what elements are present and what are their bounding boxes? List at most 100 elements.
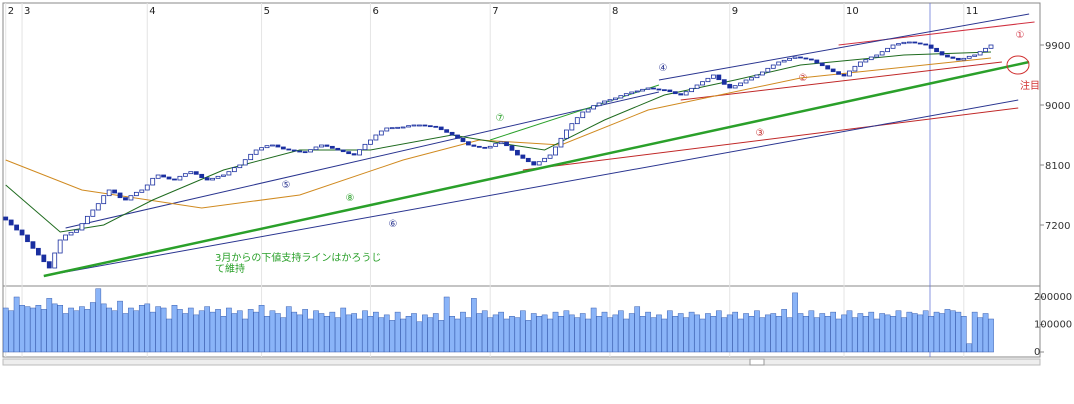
candle-body [857, 61, 863, 67]
candle-body [667, 89, 673, 93]
volume-bar [422, 314, 428, 353]
x-tick-label: 7 [492, 6, 498, 17]
candle-body [493, 143, 499, 147]
chart-frame [2, 2, 1041, 358]
volume-bar [296, 314, 303, 353]
candle-body [291, 149, 297, 152]
volume-bar [699, 318, 706, 353]
volume-bar [389, 320, 396, 353]
candle-body [536, 161, 542, 166]
volume-bar [454, 318, 461, 353]
candle-body [585, 108, 591, 113]
volume-bar [79, 306, 85, 353]
annotation: 3月からの下値支持ラインはかろうじ [215, 251, 381, 264]
candle-body [368, 139, 373, 145]
volume-bar [492, 314, 499, 353]
volume-bar [623, 318, 630, 353]
candle-body [389, 127, 395, 130]
trend-label: ⑥ [389, 219, 398, 230]
volume-bar [835, 318, 842, 353]
trend-line [680, 61, 1002, 101]
volume-bar [879, 313, 885, 353]
y-tick-label: 0 [1034, 347, 1040, 358]
volume-bar [563, 310, 570, 353]
candle-body [934, 47, 939, 53]
candle-body [618, 95, 624, 99]
volume-bar [285, 306, 292, 353]
candle-body [808, 58, 814, 61]
volume-bar [677, 313, 684, 353]
volume-bar [324, 316, 330, 353]
candle-body [449, 131, 455, 136]
volume-bar [275, 313, 281, 353]
volume-bar [19, 305, 25, 353]
candle-body [868, 56, 874, 61]
candle-body [35, 247, 41, 256]
volume-bar [133, 310, 140, 353]
volume-bar [944, 309, 951, 353]
volume-bar [138, 305, 145, 353]
volume-bar [977, 317, 983, 353]
candle-body [515, 149, 520, 156]
candle-body [580, 111, 586, 119]
volume-bar [895, 310, 902, 353]
moving-average [5, 51, 992, 233]
candle-body [150, 177, 156, 186]
candle-body [656, 88, 662, 91]
candle-body [19, 229, 25, 236]
candle-body [661, 89, 667, 92]
volume-bar [824, 316, 831, 353]
candle-body [199, 173, 205, 179]
candle-body [106, 189, 112, 197]
candle-body [351, 153, 357, 156]
candle-body [378, 130, 384, 136]
candle-body [286, 148, 292, 151]
volume-bar [231, 313, 238, 353]
trend-line [658, 13, 1030, 81]
volume-bar [628, 313, 635, 353]
scroll-thumb[interactable] [749, 358, 765, 366]
volume-bar [601, 311, 608, 353]
candle-body [324, 144, 330, 147]
candle-body [770, 64, 776, 69]
volume-bar [280, 317, 287, 353]
volume-bar [144, 303, 151, 353]
candle-body [841, 73, 847, 77]
candle-body [759, 71, 765, 76]
volume-bar [786, 317, 793, 353]
candle-body [781, 59, 787, 63]
candle-body [188, 171, 194, 175]
volume-bar [111, 310, 118, 353]
volume-bar [215, 309, 221, 353]
candle-body [743, 79, 749, 84]
candle-body [215, 175, 221, 179]
volume-bar [960, 316, 967, 353]
candle-body [476, 145, 482, 148]
x-tick-label: 6 [372, 6, 378, 17]
volume-bar [721, 317, 728, 353]
scrollbar[interactable] [2, 358, 1041, 366]
y-tick-label: 7200 [1045, 221, 1070, 232]
volume-bar [13, 296, 20, 353]
volume-bar [607, 317, 613, 353]
volume-bar [514, 317, 521, 353]
candle-body [542, 157, 548, 163]
volume-bar [291, 311, 298, 353]
volume-bar [530, 313, 537, 353]
volume-bar [754, 310, 760, 353]
volume-bar [155, 306, 161, 353]
trend-label: ⑧ [346, 193, 355, 204]
candle-body [705, 77, 711, 83]
candle-body [966, 55, 972, 59]
candle-body [945, 54, 950, 58]
candle-body [961, 57, 967, 61]
candle-body [683, 91, 689, 96]
candle-body [509, 145, 515, 151]
volume-bar [901, 317, 907, 353]
volume-bar [933, 311, 940, 353]
candle-body [270, 144, 275, 147]
volume-bar [726, 314, 733, 353]
candle-body [983, 47, 988, 53]
volume-bar [182, 313, 189, 353]
volume-bar [73, 310, 80, 353]
